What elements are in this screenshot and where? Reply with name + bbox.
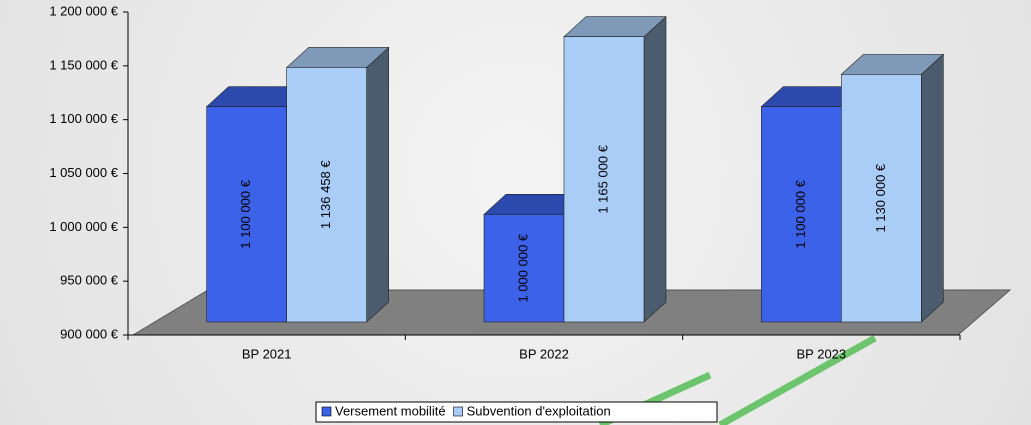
y-tick-label: 1 100 000 € (49, 111, 118, 126)
y-tick-label: 900 000 € (60, 326, 119, 341)
x-tick-label: BP 2022 (519, 346, 569, 361)
bar-side (921, 53, 944, 323)
bars: 1 100 000 € 1 136 458 € 1 000 000 € 1 165 0… (205, 16, 945, 323)
data-label: 1 130 000 € (873, 163, 888, 232)
bar (563, 36, 645, 323)
y-tick-label: 1 050 000 € (49, 165, 118, 180)
bar (286, 67, 367, 323)
legend-label: Subvention d'exploitation (467, 403, 611, 418)
bar-side (366, 46, 389, 323)
data-label: 1 100 000 € (238, 179, 253, 248)
data-label: 1 000 000 € (515, 233, 530, 302)
y-tick-label: 1 000 000 € (49, 219, 118, 234)
legend-label: Versement mobilité (335, 403, 446, 418)
bar-side (643, 16, 667, 323)
data-label: 1 100 000 € (793, 179, 808, 248)
y-tick-label: 1 150 000 € (49, 57, 118, 72)
legend-box (315, 401, 718, 423)
x-tick-label: BP 2021 (242, 346, 292, 361)
data-label: 1 165 000 € (595, 144, 610, 213)
data-label: 1 136 458 € (318, 160, 333, 229)
legend-swatch (321, 406, 332, 417)
y-tick-label: 950 000 € (60, 273, 119, 288)
bar (206, 106, 287, 323)
bar (841, 74, 922, 323)
bar (483, 214, 565, 323)
legend-swatch (453, 406, 463, 417)
y-tick-label: 1 200 000 € (49, 3, 118, 18)
x-tick-label: BP 2023 (797, 346, 847, 361)
decoration (718, 334, 877, 425)
legend: Versement mobilité Subvention d'exploitat… (315, 401, 718, 423)
